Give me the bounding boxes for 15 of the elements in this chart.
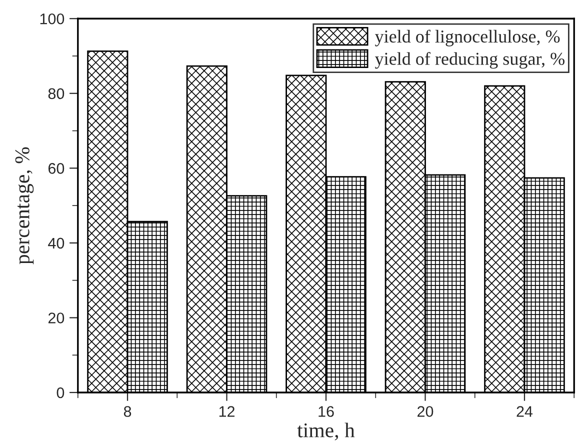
y-tick-label: 40 bbox=[48, 238, 64, 249]
y-tick-label: 0 bbox=[56, 387, 64, 398]
x-tick-label: 16 bbox=[318, 406, 334, 417]
x-tick-label: 24 bbox=[516, 406, 533, 417]
legend-label: yield of reducing sugar, % bbox=[375, 52, 564, 69]
y-tick-label: 20 bbox=[48, 312, 64, 324]
x-tick-label: 20 bbox=[418, 406, 434, 417]
y-axis-title: percentage, % bbox=[15, 147, 34, 264]
x-axis-title: time, h bbox=[297, 422, 355, 440]
y-tick-label: 80 bbox=[48, 88, 64, 100]
legend-label: yield of lignocellulose, % bbox=[375, 30, 560, 46]
x-tick-label: 12 bbox=[219, 406, 234, 417]
y-tick-label: 60 bbox=[48, 163, 64, 174]
y-tick-label: 100 bbox=[40, 13, 64, 24]
x-tick-label: 8 bbox=[124, 406, 132, 417]
